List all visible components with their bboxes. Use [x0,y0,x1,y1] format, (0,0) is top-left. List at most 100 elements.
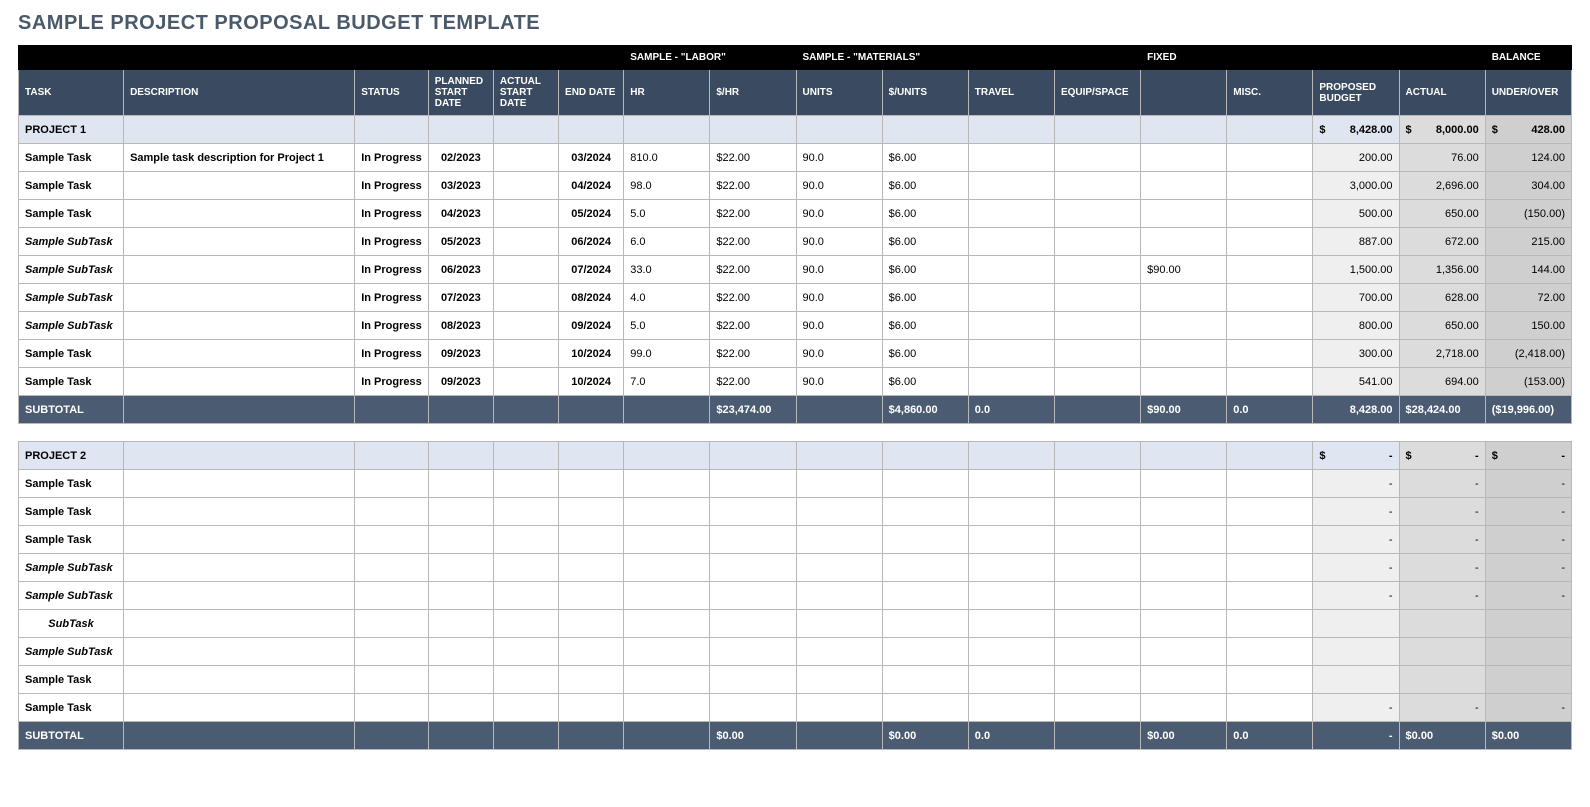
cell-task[interactable]: Sample Task [19,526,124,554]
cell-equip[interactable] [1054,526,1140,554]
cell-underover[interactable] [1485,638,1571,666]
cell-misc[interactable] [1227,200,1313,228]
cell-description[interactable]: Sample task description for Project 1 [124,144,355,172]
cell-fixed[interactable] [1141,582,1227,610]
cell-sunits[interactable] [882,498,968,526]
cell-hr[interactable]: 4.0 [624,284,710,312]
cell-actual-start[interactable] [493,470,558,498]
cell-misc[interactable] [1227,368,1313,396]
cell-actual[interactable]: 2,696.00 [1399,172,1485,200]
cell-planned-start[interactable]: 08/2023 [428,312,493,340]
cell-units[interactable]: 90.0 [796,312,882,340]
cell-actual-start[interactable] [493,200,558,228]
cell-equip[interactable] [1054,340,1140,368]
cell-misc[interactable] [1227,470,1313,498]
cell-actual-start[interactable] [493,582,558,610]
cell-actual-start[interactable] [493,340,558,368]
cell-underover[interactable] [1485,610,1571,638]
cell-end-date[interactable]: 10/2024 [559,368,624,396]
cell-planned-start[interactable]: 02/2023 [428,144,493,172]
cell-budget[interactable]: 887.00 [1313,228,1399,256]
cell-shr[interactable]: $22.00 [710,340,796,368]
cell-description[interactable] [124,666,355,694]
cell-status[interactable]: In Progress [355,228,429,256]
cell-underover[interactable]: (150.00) [1485,200,1571,228]
cell-equip[interactable] [1054,582,1140,610]
cell-task[interactable]: Sample SubTask [19,554,124,582]
cell-sunits[interactable]: $6.00 [882,172,968,200]
cell-travel[interactable] [968,200,1054,228]
cell-planned-start[interactable]: 09/2023 [428,340,493,368]
cell-shr[interactable] [710,666,796,694]
cell-equip[interactable] [1054,284,1140,312]
cell-shr[interactable] [710,694,796,722]
cell-fixed[interactable] [1141,368,1227,396]
cell-planned-start[interactable]: 06/2023 [428,256,493,284]
cell-sunits[interactable]: $6.00 [882,200,968,228]
cell-end-date[interactable] [559,666,624,694]
cell-underover[interactable]: 304.00 [1485,172,1571,200]
cell-sunits[interactable] [882,526,968,554]
cell-fixed[interactable] [1141,284,1227,312]
cell-task[interactable]: Sample SubTask [19,284,124,312]
cell-fixed[interactable] [1141,526,1227,554]
cell-underover[interactable]: - [1485,470,1571,498]
cell-travel[interactable] [968,256,1054,284]
cell-units[interactable]: 90.0 [796,228,882,256]
cell-units[interactable]: 90.0 [796,256,882,284]
cell-budget[interactable]: - [1313,498,1399,526]
cell-planned-start[interactable] [428,610,493,638]
cell-hr[interactable] [624,470,710,498]
cell-underover[interactable]: - [1485,582,1571,610]
cell-travel[interactable] [968,610,1054,638]
cell-shr[interactable]: $22.00 [710,284,796,312]
cell-sunits[interactable] [882,582,968,610]
cell-actual-start[interactable] [493,172,558,200]
cell-underover[interactable]: - [1485,554,1571,582]
cell-travel[interactable] [968,172,1054,200]
cell-end-date[interactable]: 05/2024 [559,200,624,228]
cell-end-date[interactable]: 03/2024 [559,144,624,172]
cell-shr[interactable]: $22.00 [710,312,796,340]
cell-planned-start[interactable] [428,554,493,582]
cell-underover[interactable]: 150.00 [1485,312,1571,340]
cell-task[interactable]: Sample SubTask [19,228,124,256]
cell-fixed[interactable] [1141,666,1227,694]
cell-planned-start[interactable]: 05/2023 [428,228,493,256]
cell-equip[interactable] [1054,172,1140,200]
cell-actual-start[interactable] [493,368,558,396]
cell-equip[interactable] [1054,498,1140,526]
cell-units[interactable]: 90.0 [796,172,882,200]
cell-actual[interactable] [1399,638,1485,666]
cell-misc[interactable] [1227,284,1313,312]
cell-budget[interactable]: 700.00 [1313,284,1399,312]
cell-equip[interactable] [1054,256,1140,284]
cell-budget[interactable]: - [1313,470,1399,498]
cell-equip[interactable] [1054,144,1140,172]
cell-sunits[interactable] [882,638,968,666]
cell-task[interactable]: Sample Task [19,694,124,722]
cell-units[interactable] [796,610,882,638]
cell-status[interactable]: In Progress [355,256,429,284]
cell-fixed[interactable] [1141,172,1227,200]
cell-hr[interactable]: 810.0 [624,144,710,172]
cell-shr[interactable] [710,470,796,498]
cell-hr[interactable] [624,526,710,554]
cell-underover[interactable]: 215.00 [1485,228,1571,256]
cell-end-date[interactable] [559,498,624,526]
cell-actual[interactable]: - [1399,526,1485,554]
cell-travel[interactable] [968,470,1054,498]
cell-budget[interactable]: - [1313,554,1399,582]
cell-travel[interactable] [968,368,1054,396]
cell-shr[interactable]: $22.00 [710,368,796,396]
cell-sunits[interactable]: $6.00 [882,284,968,312]
cell-actual[interactable]: - [1399,470,1485,498]
cell-description[interactable] [124,498,355,526]
cell-end-date[interactable] [559,610,624,638]
cell-status[interactable]: In Progress [355,368,429,396]
cell-status[interactable] [355,666,429,694]
cell-underover[interactable]: 124.00 [1485,144,1571,172]
cell-misc[interactable] [1227,498,1313,526]
cell-travel[interactable] [968,144,1054,172]
cell-hr[interactable]: 5.0 [624,200,710,228]
